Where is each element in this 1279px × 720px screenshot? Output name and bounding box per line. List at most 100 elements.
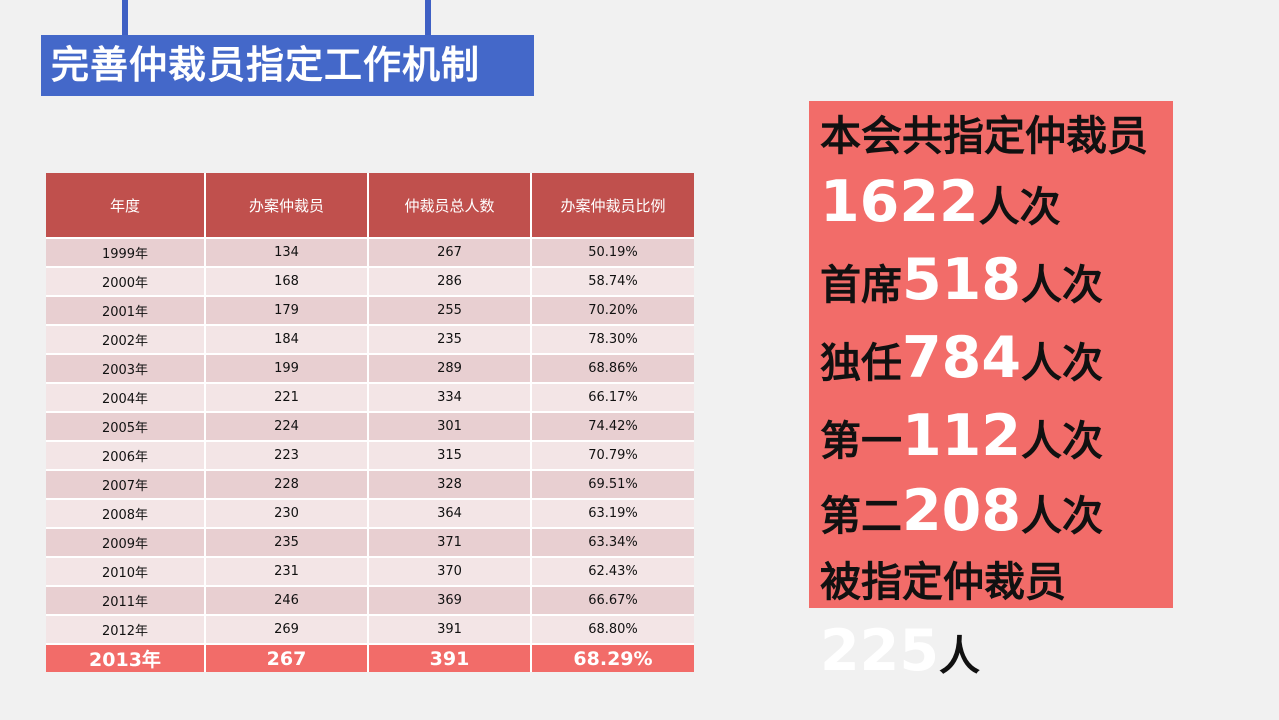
cell-total-arbitrators: 289 (368, 353, 532, 383)
total-total-arbitrators: 391 (368, 643, 532, 672)
cell-year: 2008年 (46, 498, 206, 528)
cell-case-arbitrators: 179 (205, 295, 369, 325)
table-row: 2010年 231 370 62.43% (46, 556, 694, 586)
stats-line-appointed-label: 被指定仲裁员 (820, 554, 1173, 619)
total-year: 2013年 (46, 643, 206, 672)
appointed-number: 225 (820, 618, 939, 684)
cell-ratio: 74.42% (531, 411, 694, 441)
cell-case-arbitrators: 246 (205, 585, 369, 615)
cell-year: 2005年 (46, 411, 206, 441)
total-ratio: 68.29% (531, 643, 694, 672)
cell-total-arbitrators: 267 (368, 237, 532, 267)
table-row: 2003年 199 289 68.86% (46, 353, 694, 383)
cell-total-arbitrators: 328 (368, 469, 532, 499)
first-unit: 人次 (1020, 417, 1103, 465)
left-pin-line (122, 0, 128, 36)
second-label: 第二 (820, 492, 902, 540)
chief-label: 首席 (820, 261, 902, 309)
total-unit: 人次 (978, 183, 1061, 231)
stats-line-chief: 首席518人次 (820, 248, 1173, 326)
header-total-arbitrators: 仲裁员总人数 (368, 173, 532, 238)
cell-case-arbitrators: 199 (205, 353, 369, 383)
stats-line-total-label: 本会共指定仲裁员 (820, 111, 1173, 170)
cell-case-arbitrators: 184 (205, 324, 369, 354)
table-row: 2008年 230 364 63.19% (46, 498, 694, 528)
total-number: 1622 (820, 169, 979, 235)
cell-year: 2004年 (46, 382, 206, 412)
table-row: 2000年 168 286 58.74% (46, 266, 694, 296)
cell-case-arbitrators: 221 (205, 382, 369, 412)
first-label: 第一 (820, 417, 902, 465)
cell-total-arbitrators: 370 (368, 556, 532, 586)
sole-unit: 人次 (1020, 339, 1103, 387)
total-label: 本会共指定仲裁员 (820, 112, 1148, 160)
sole-number: 784 (902, 325, 1021, 391)
chief-unit: 人次 (1020, 261, 1103, 309)
table-row: 2005年 224 301 74.42% (46, 411, 694, 441)
cell-year: 2006年 (46, 440, 206, 470)
cell-case-arbitrators: 224 (205, 411, 369, 441)
cell-year: 2011年 (46, 585, 206, 615)
cell-ratio: 68.86% (531, 353, 694, 383)
table-body: 1999年 134 267 50.19% 2000年 168 286 58.74% 2001年 1… (46, 237, 694, 644)
cell-case-arbitrators: 228 (205, 469, 369, 499)
cell-ratio: 70.20% (531, 295, 694, 325)
header-year: 年度 (46, 173, 206, 238)
table-header: 年度 办案仲裁员 仲裁员总人数 办案仲裁员比例 (46, 173, 694, 238)
cell-ratio: 78.30% (531, 324, 694, 354)
cell-ratio: 63.19% (531, 498, 694, 528)
cell-total-arbitrators: 286 (368, 266, 532, 296)
cell-year: 2012年 (46, 614, 206, 644)
cell-year: 2003年 (46, 353, 206, 383)
cell-ratio: 62.43% (531, 556, 694, 586)
appointed-label: 被指定仲裁员 (820, 558, 1066, 606)
cell-total-arbitrators: 334 (368, 382, 532, 412)
chief-number: 518 (902, 247, 1021, 313)
cell-ratio: 66.17% (531, 382, 694, 412)
table-row: 1999年 134 267 50.19% (46, 237, 694, 267)
stats-line-first: 第一112人次 (820, 404, 1173, 482)
table-footer: 2013年 267 391 68.29% (46, 643, 694, 672)
right-pin-line (425, 0, 431, 36)
cell-case-arbitrators: 231 (205, 556, 369, 586)
cell-year: 2007年 (46, 469, 206, 499)
sole-label: 独任 (820, 339, 902, 387)
cell-year: 2000年 (46, 266, 206, 296)
cell-total-arbitrators: 315 (368, 440, 532, 470)
cell-case-arbitrators: 269 (205, 614, 369, 644)
cell-case-arbitrators: 230 (205, 498, 369, 528)
stats-line-total: 1622人次 (820, 170, 1173, 248)
cell-year: 2001年 (46, 295, 206, 325)
table-row: 2012年 269 391 68.80% (46, 614, 694, 644)
header-case-arbitrators: 办案仲裁员 (205, 173, 369, 238)
cell-year: 2010年 (46, 556, 206, 586)
appointed-unit: 人 (938, 632, 980, 680)
cell-total-arbitrators: 235 (368, 324, 532, 354)
total-row: 2013年 267 391 68.29% (46, 643, 694, 672)
cell-total-arbitrators: 391 (368, 614, 532, 644)
stats-line-second: 第二208人次 (820, 482, 1173, 554)
stats-line-sole: 独任784人次 (820, 326, 1173, 404)
cell-year: 1999年 (46, 237, 206, 267)
table-row: 2002年 184 235 78.30% (46, 324, 694, 354)
cell-ratio: 69.51% (531, 469, 694, 499)
table-row: 2007年 228 328 69.51% (46, 469, 694, 499)
cell-total-arbitrators: 364 (368, 498, 532, 528)
slide-title: 完善仲裁员指定工作机制 (41, 35, 534, 96)
table-row: 2009年 235 371 63.34% (46, 527, 694, 557)
second-unit: 人次 (1020, 492, 1103, 540)
stats-panel: 本会共指定仲裁员 1622人次 首席518人次 独任784人次 第一112人次 … (809, 101, 1173, 683)
cell-case-arbitrators: 168 (205, 266, 369, 296)
cell-total-arbitrators: 371 (368, 527, 532, 557)
cell-ratio: 50.19% (531, 237, 694, 267)
total-case-arbitrators: 267 (205, 643, 369, 672)
cell-ratio: 66.67% (531, 585, 694, 615)
cell-ratio: 70.79% (531, 440, 694, 470)
cell-total-arbitrators: 369 (368, 585, 532, 615)
first-number: 112 (902, 403, 1021, 469)
cell-total-arbitrators: 255 (368, 295, 532, 325)
cell-case-arbitrators: 223 (205, 440, 369, 470)
stats-line-appointed: 225人 (820, 619, 1173, 697)
cell-case-arbitrators: 134 (205, 237, 369, 267)
second-number: 208 (902, 478, 1021, 544)
